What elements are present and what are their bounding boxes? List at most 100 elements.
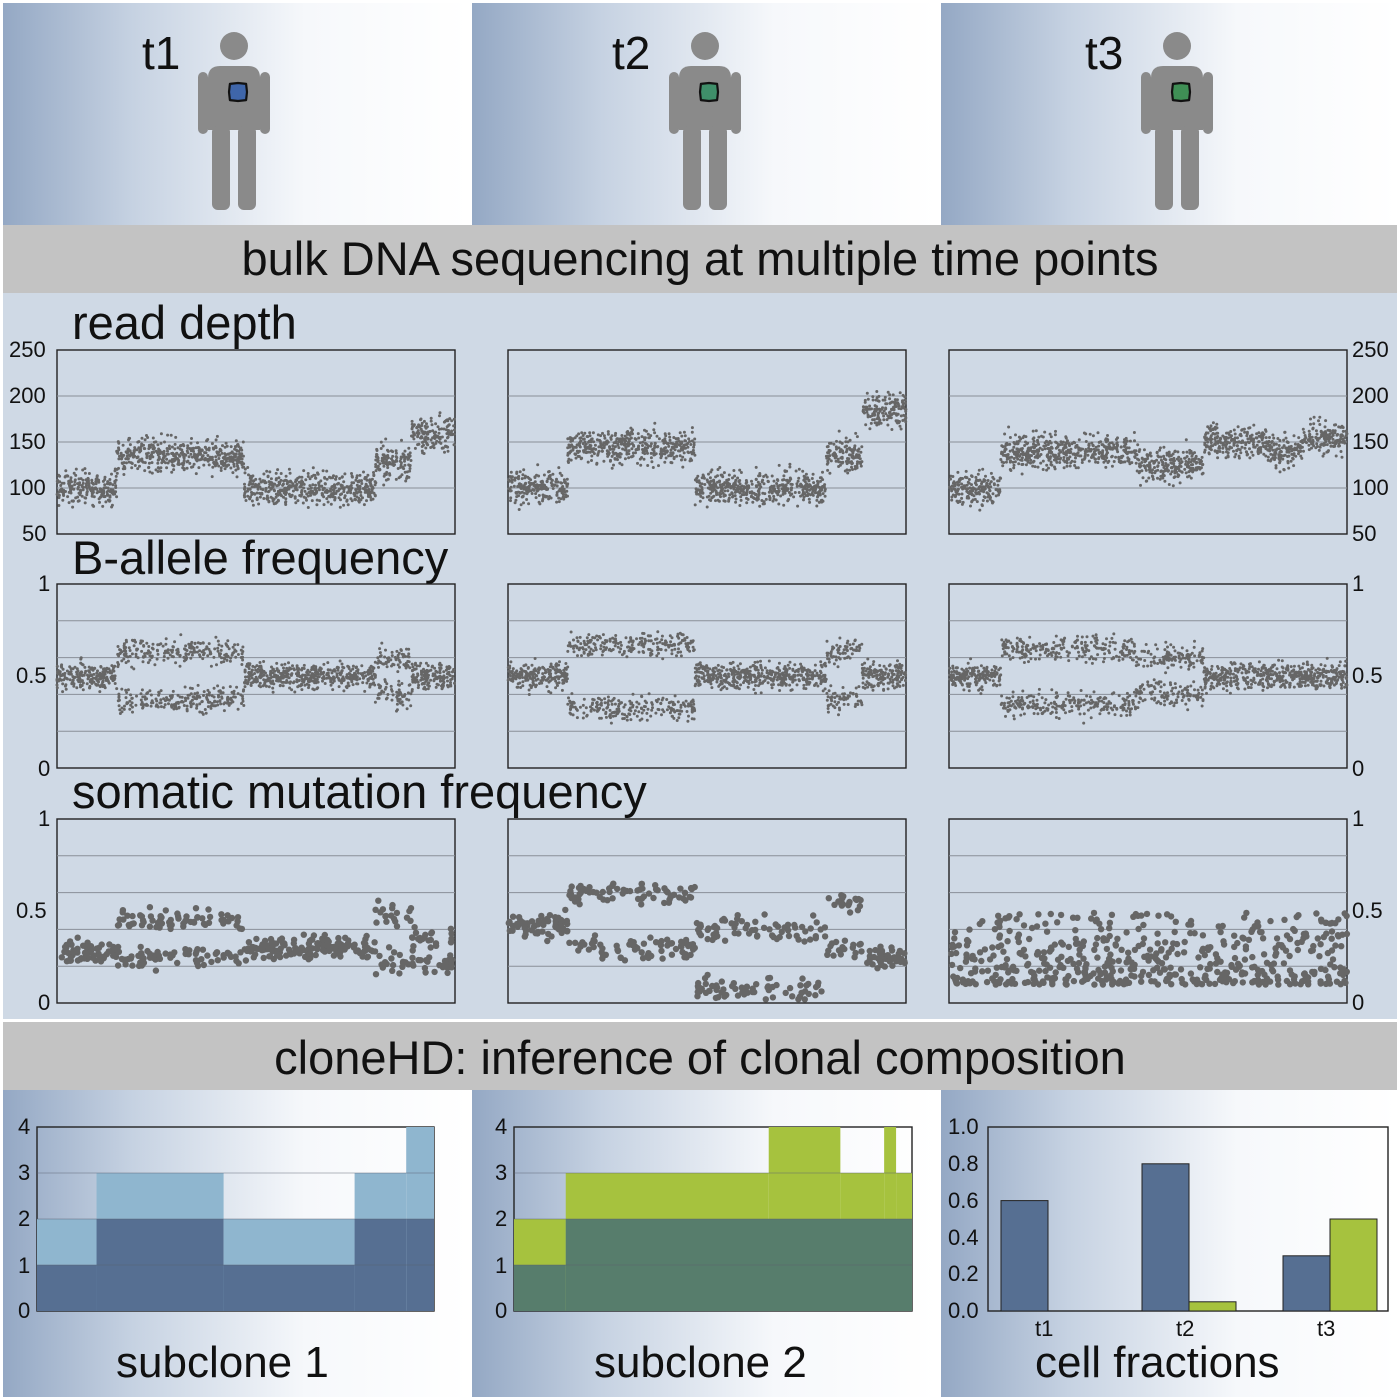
data-point xyxy=(1139,483,1142,487)
data-point xyxy=(258,495,262,499)
data-point xyxy=(117,448,121,452)
data-point xyxy=(695,476,699,480)
data-point xyxy=(621,447,625,451)
data-point xyxy=(962,486,965,490)
data-point xyxy=(526,475,530,479)
data-point xyxy=(250,499,254,503)
data-point xyxy=(587,440,590,444)
data-point xyxy=(184,652,188,656)
data-point xyxy=(57,490,61,494)
data-point xyxy=(1012,441,1016,444)
data-point xyxy=(1318,423,1322,426)
data-point xyxy=(390,457,393,461)
data-point xyxy=(709,479,713,483)
data-point xyxy=(1324,419,1328,423)
data-point xyxy=(812,485,816,489)
data-point xyxy=(1078,454,1082,458)
data-point xyxy=(1218,446,1222,450)
data-point xyxy=(203,451,207,455)
data-point xyxy=(611,450,615,454)
data-point xyxy=(776,493,780,497)
data-point xyxy=(1187,470,1191,474)
data-point xyxy=(716,498,720,502)
data-point xyxy=(229,466,233,470)
data-point xyxy=(431,441,435,445)
data-point xyxy=(221,686,225,690)
data-point xyxy=(1339,450,1343,453)
data-point xyxy=(315,503,319,507)
data-point xyxy=(523,491,527,495)
data-point xyxy=(210,442,214,446)
data-point xyxy=(611,447,614,451)
data-point xyxy=(424,446,428,450)
banner-sequencing: bulk DNA sequencing at multiple time poi… xyxy=(3,225,1397,293)
data-point xyxy=(150,461,154,465)
data-point xyxy=(1252,423,1256,427)
data-point xyxy=(226,696,230,700)
data-point xyxy=(385,470,389,474)
data-point xyxy=(853,467,857,471)
data-point xyxy=(140,649,144,653)
data-point xyxy=(1190,451,1193,455)
data-point xyxy=(138,464,141,468)
data-point xyxy=(95,491,99,495)
data-point xyxy=(452,432,456,436)
data-point xyxy=(816,482,820,486)
data-point xyxy=(119,457,123,461)
data-point xyxy=(602,459,606,463)
data-point xyxy=(1210,437,1214,441)
data-point xyxy=(90,494,94,498)
data-point xyxy=(857,447,861,451)
data-point xyxy=(175,701,179,705)
data-point xyxy=(680,434,684,438)
baf-tick-left-1: 1 xyxy=(38,571,51,596)
data-point xyxy=(1171,484,1175,488)
data-point xyxy=(634,438,638,441)
data-point xyxy=(421,430,425,434)
data-point xyxy=(1084,440,1088,443)
data-point xyxy=(296,499,300,503)
data-point xyxy=(211,446,215,450)
data-point xyxy=(714,475,718,479)
data-point xyxy=(1114,455,1118,459)
data-point xyxy=(151,436,155,440)
data-point xyxy=(1148,451,1152,455)
data-point xyxy=(1194,466,1198,470)
data-point xyxy=(111,483,115,487)
data-point xyxy=(623,434,627,438)
data-point xyxy=(92,504,96,508)
data-point xyxy=(1187,457,1191,461)
data-point xyxy=(190,687,194,690)
data-point xyxy=(883,395,887,399)
data-point xyxy=(579,439,583,443)
data-point xyxy=(220,656,223,660)
data-point xyxy=(624,439,628,443)
data-point xyxy=(346,491,349,495)
data-point xyxy=(1215,426,1219,430)
data-point xyxy=(213,699,217,703)
data-point xyxy=(190,455,194,459)
data-point xyxy=(56,480,60,484)
data-point xyxy=(1153,471,1157,475)
data-point xyxy=(142,644,146,648)
data-point xyxy=(1307,443,1311,447)
data-point xyxy=(1264,428,1267,432)
data-point xyxy=(653,431,657,435)
data-point xyxy=(286,485,290,489)
data-point xyxy=(425,422,428,426)
data-point xyxy=(91,481,95,485)
data-point xyxy=(586,460,590,464)
data-point xyxy=(143,652,147,656)
data-point xyxy=(305,492,309,496)
data-point xyxy=(608,459,612,463)
data-point xyxy=(206,654,210,658)
data-point xyxy=(1189,460,1193,464)
data-point xyxy=(902,405,906,409)
data-point xyxy=(130,462,134,465)
data-point xyxy=(1255,432,1259,436)
data-point xyxy=(368,479,372,483)
data-point xyxy=(131,639,135,643)
data-point xyxy=(71,679,75,683)
data-point xyxy=(166,648,170,652)
data-point xyxy=(188,461,192,465)
